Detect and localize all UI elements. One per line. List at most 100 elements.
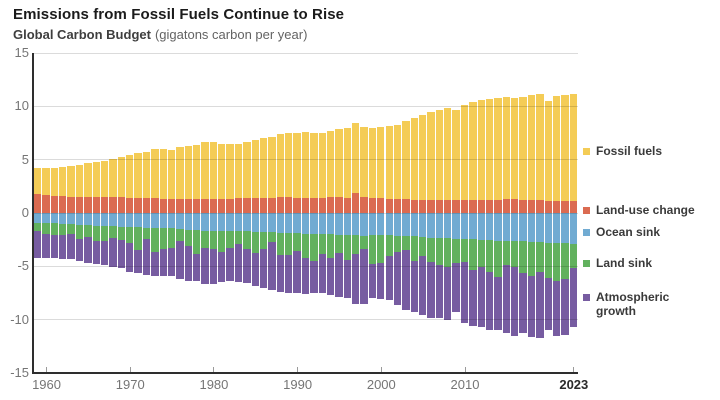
bar-segment-fossil_fuels xyxy=(502,97,511,200)
bar-segment-land_sink xyxy=(201,230,209,248)
bar-segment-land_use_change xyxy=(243,198,251,213)
bar-segment-ocean_sink xyxy=(67,213,75,225)
bar-segment-land_use_change xyxy=(502,199,511,213)
bar-segment-fossil_fuels xyxy=(335,129,343,198)
bar-segment-land_use_change xyxy=(234,198,243,213)
bar-segment-land_sink xyxy=(301,233,310,259)
bar-segment-atmospheric_growth xyxy=(326,257,335,296)
bar-segment-land_sink xyxy=(84,225,92,237)
bar-segment-atmospheric_growth xyxy=(167,247,176,277)
bar-segment-land_sink xyxy=(544,242,552,279)
x-tick-1980 xyxy=(213,367,215,372)
bar-segment-ocean_sink xyxy=(435,213,444,239)
bar-segment-atmospheric_growth xyxy=(385,255,393,301)
bar-segment-fossil_fuels xyxy=(34,167,42,194)
bar-segment-fossil_fuels xyxy=(310,133,318,198)
bar-segment-atmospheric_growth xyxy=(50,234,59,259)
legend-label-atmospheric_growth: Atmospheric growth xyxy=(596,290,670,318)
bar-segment-atmospheric_growth xyxy=(444,266,452,321)
bar-segment-atmospheric_growth xyxy=(502,264,511,333)
bar-segment-ocean_sink xyxy=(100,213,109,226)
bar-segment-land_sink xyxy=(368,235,377,265)
bar-segment-atmospheric_growth xyxy=(59,235,67,259)
bar-segment-ocean_sink xyxy=(552,213,561,244)
legend-swatch-ocean_sink xyxy=(583,229,590,236)
bar-segment-land_sink xyxy=(377,234,385,263)
bar-segment-ocean_sink xyxy=(59,213,67,224)
bar-segment-atmospheric_growth xyxy=(75,238,84,261)
bar-segment-land_sink xyxy=(393,235,402,252)
bar-segment-land_sink xyxy=(335,234,343,253)
y-tick-label: -10 xyxy=(10,311,29,327)
bar-segment-atmospheric_growth xyxy=(142,238,151,275)
bar-segment-land_use_change xyxy=(385,199,393,213)
bar-segment-land_use_change xyxy=(569,201,577,213)
bar-segment-fossil_fuels xyxy=(251,140,259,198)
bar-segment-fossil_fuels xyxy=(444,108,452,200)
bar-segment-land_use_change xyxy=(418,199,427,213)
bar-segment-ocean_sink xyxy=(34,213,42,223)
bar-segment-atmospheric_growth xyxy=(268,241,276,290)
bar-segment-ocean_sink xyxy=(352,213,360,236)
bar-segment-ocean_sink xyxy=(218,213,226,231)
bar-segment-fossil_fuels xyxy=(343,128,352,198)
bar-segment-land_sink xyxy=(50,223,59,235)
bar-segment-ocean_sink xyxy=(410,213,418,237)
bar-segment-land_sink xyxy=(569,243,577,269)
x-tick-2023 xyxy=(573,367,575,372)
bar-segment-land_use_change xyxy=(167,198,176,213)
bar-segment-land_use_change xyxy=(410,199,418,213)
bar-segment-fossil_fuels xyxy=(218,144,226,199)
bar-segment-ocean_sink xyxy=(519,213,527,242)
bar-segment-fossil_fuels xyxy=(117,157,126,198)
bar-segment-atmospheric_growth xyxy=(427,262,435,318)
bar-segment-atmospheric_growth xyxy=(469,270,477,326)
bar-segment-land_sink xyxy=(243,231,251,250)
bar-segment-land_sink xyxy=(410,236,418,261)
legend-item-ocean_sink: Ocean sink xyxy=(583,225,715,239)
bar-segment-land_use_change xyxy=(511,199,519,213)
bar-segment-land_sink xyxy=(67,224,75,234)
bar-segment-fossil_fuels xyxy=(151,149,159,199)
bar-segment-fossil_fuels xyxy=(561,95,569,202)
bar-segment-fossil_fuels xyxy=(293,133,301,198)
bar-segment-atmospheric_growth xyxy=(251,253,259,287)
bar-segment-atmospheric_growth xyxy=(34,231,42,258)
bar-segment-land_use_change xyxy=(310,197,318,213)
bar-segment-ocean_sink xyxy=(527,213,536,242)
bar-segment-land_use_change xyxy=(251,197,259,213)
bar-segment-ocean_sink xyxy=(569,213,577,244)
bar-segment-land_use_change xyxy=(109,197,117,213)
bar-segment-land_use_change xyxy=(435,199,444,213)
bar-segment-fossil_fuels xyxy=(326,131,335,198)
bar-segment-fossil_fuels xyxy=(142,151,151,199)
bar-segment-fossil_fuels xyxy=(109,159,117,198)
bar-segment-atmospheric_growth xyxy=(109,238,117,267)
bar-segment-fossil_fuels xyxy=(511,97,519,200)
bar-segment-fossil_fuels xyxy=(435,110,444,200)
bar-segment-fossil_fuels xyxy=(402,120,410,200)
bar-segment-atmospheric_growth xyxy=(159,248,167,277)
bar-segment-land_sink xyxy=(193,230,201,254)
bar-segment-atmospheric_growth xyxy=(494,277,502,331)
bar-segment-land_sink xyxy=(117,226,126,240)
bar-segment-land_use_change xyxy=(142,198,151,213)
bar-segment-atmospheric_growth xyxy=(352,253,360,304)
bar-segment-fossil_fuels xyxy=(536,94,544,200)
legend-label-land_sink: Land sink xyxy=(596,256,653,270)
bar-segment-fossil_fuels xyxy=(134,153,142,199)
gridline--10 xyxy=(34,319,578,321)
bar-segment-fossil_fuels xyxy=(42,167,50,195)
bar-segment-atmospheric_growth xyxy=(435,264,444,319)
bar-segment-ocean_sink xyxy=(234,213,243,232)
bar-segment-fossil_fuels xyxy=(477,100,485,201)
bar-segment-fossil_fuels xyxy=(552,96,561,202)
bar-segment-ocean_sink xyxy=(385,213,393,236)
bar-segment-land_sink xyxy=(502,241,511,265)
bar-segment-land_sink xyxy=(42,223,50,234)
bar-segment-land_use_change xyxy=(469,200,477,213)
bar-segment-atmospheric_growth xyxy=(134,249,142,274)
bar-segment-land_use_change xyxy=(335,197,343,213)
x-tick-label-1980: 1980 xyxy=(199,377,229,392)
bar-segment-atmospheric_growth xyxy=(201,247,209,284)
